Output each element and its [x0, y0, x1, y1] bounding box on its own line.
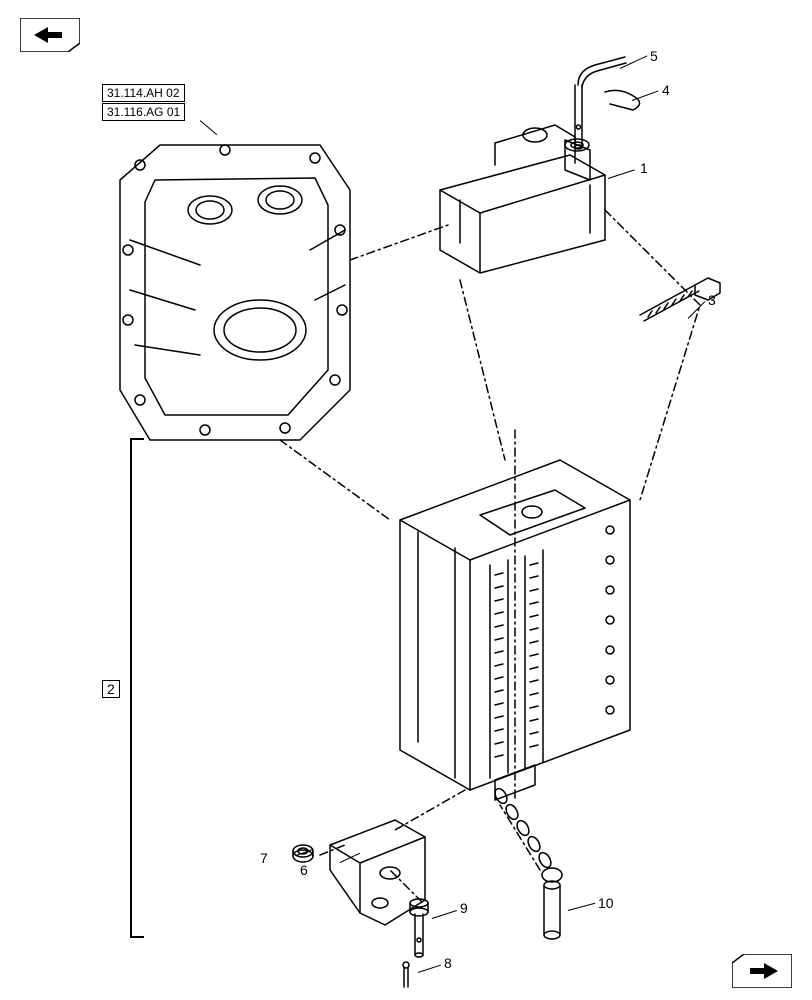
callout-2: 2 [102, 680, 120, 698]
callout-7: 7 [260, 850, 268, 866]
cotter-pin [403, 962, 409, 987]
callout-5: 5 [650, 48, 658, 64]
callout-9: 9 [460, 900, 468, 916]
callout-10: 10 [598, 895, 614, 911]
callout-8: 8 [444, 955, 452, 971]
callout-4: 4 [662, 82, 670, 98]
housing-part [120, 145, 350, 440]
callout-1: 1 [640, 160, 648, 176]
chain-pin [493, 787, 562, 939]
callout-3: 3 [708, 292, 716, 308]
callout-6: 6 [300, 862, 308, 878]
latch-block [440, 125, 605, 273]
bracket-2 [130, 438, 144, 938]
washer [293, 845, 313, 862]
pin-handle [575, 57, 627, 149]
parts-diagram [0, 0, 812, 1000]
diagram-container: 31.114.AH 02 31.116.AG 01 [0, 0, 812, 1000]
